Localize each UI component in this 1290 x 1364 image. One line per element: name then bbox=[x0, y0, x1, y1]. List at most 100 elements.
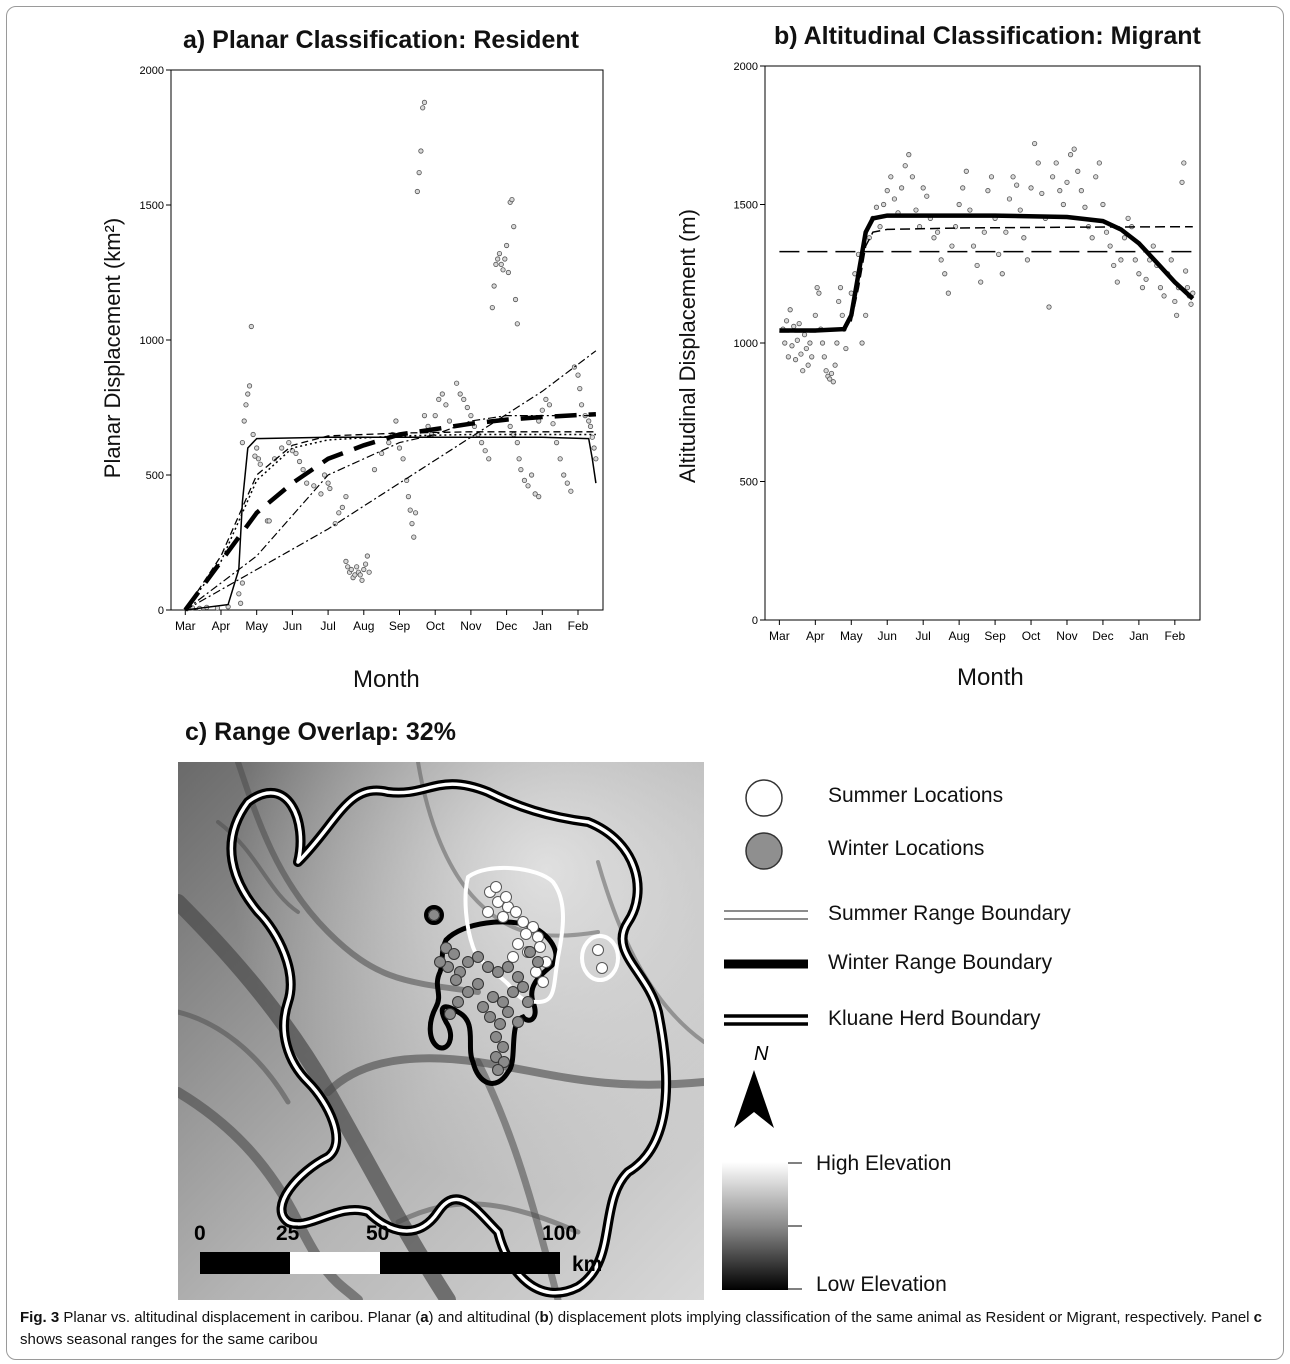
winter-location-point bbox=[492, 966, 504, 978]
data-point bbox=[521, 477, 528, 483]
data-point bbox=[1093, 174, 1099, 180]
data-point bbox=[888, 174, 894, 180]
data-point bbox=[239, 439, 246, 446]
winter-location-point bbox=[444, 1008, 456, 1020]
model-fit-line bbox=[183, 412, 597, 612]
data-point bbox=[518, 466, 524, 473]
summer-location-point bbox=[482, 906, 494, 918]
data-point bbox=[482, 448, 488, 454]
data-point bbox=[532, 491, 538, 497]
model-fit-line bbox=[779, 213, 1195, 333]
data-point bbox=[1125, 215, 1131, 221]
data-point bbox=[1172, 298, 1178, 305]
data-point bbox=[454, 380, 460, 386]
data-point bbox=[814, 285, 820, 291]
summer-range-patch bbox=[580, 934, 620, 982]
panel-c-title: c) Range Overlap: 32% bbox=[185, 718, 456, 746]
data-point bbox=[830, 379, 836, 385]
data-point bbox=[836, 298, 842, 305]
model-fit-line bbox=[184, 415, 596, 611]
x-tick-label: Jan bbox=[1129, 629, 1148, 643]
y-tick-label: 500 bbox=[740, 477, 758, 489]
data-point bbox=[1139, 285, 1146, 291]
data-point bbox=[859, 340, 865, 346]
data-point bbox=[1190, 290, 1196, 296]
data-point bbox=[899, 185, 905, 191]
winter-location-point bbox=[497, 1041, 509, 1053]
data-point bbox=[362, 561, 369, 567]
data-point bbox=[507, 423, 513, 429]
data-point bbox=[1132, 257, 1138, 263]
data-point bbox=[509, 197, 515, 203]
data-point bbox=[963, 168, 969, 174]
winter-location-point bbox=[498, 1056, 510, 1068]
data-point bbox=[1161, 293, 1167, 299]
winter-location-point bbox=[522, 996, 534, 1008]
winter-range-boundary bbox=[427, 919, 559, 1086]
summer-location-point bbox=[507, 951, 519, 963]
summer-location-point bbox=[497, 911, 509, 923]
data-point bbox=[945, 290, 951, 296]
data-point bbox=[920, 185, 926, 191]
data-point bbox=[873, 204, 880, 210]
data-point bbox=[1060, 201, 1066, 208]
data-point bbox=[255, 456, 262, 462]
data-point bbox=[1143, 276, 1149, 282]
data-point bbox=[359, 577, 365, 583]
data-point bbox=[502, 256, 508, 262]
data-point bbox=[839, 312, 845, 318]
data-point bbox=[296, 458, 303, 465]
data-point bbox=[252, 453, 258, 459]
data-point bbox=[1111, 262, 1117, 269]
data-point bbox=[591, 445, 597, 451]
data-point bbox=[496, 251, 503, 257]
data-point bbox=[504, 242, 510, 249]
data-point bbox=[436, 396, 442, 402]
x-tick-label: Nov bbox=[460, 619, 481, 633]
data-point bbox=[543, 396, 549, 402]
data-point bbox=[931, 235, 937, 241]
data-point bbox=[1136, 271, 1142, 277]
winter-location-point bbox=[477, 1001, 489, 1013]
data-point bbox=[796, 321, 802, 327]
data-point bbox=[1100, 201, 1106, 208]
elevation-legend bbox=[722, 1162, 802, 1290]
panel-a-chart: 0 500 1000 1500 2000 Mar Apr May Jun Jul Aug Sep Oct… bbox=[140, 65, 604, 633]
data-point bbox=[1082, 204, 1088, 210]
data-point bbox=[248, 323, 254, 330]
data-point bbox=[279, 445, 285, 451]
data-point bbox=[960, 185, 966, 191]
data-point bbox=[801, 332, 808, 338]
summer-location-point bbox=[592, 944, 604, 956]
data-point bbox=[942, 271, 948, 277]
data-point bbox=[321, 472, 328, 478]
data-point bbox=[539, 407, 545, 413]
data-point bbox=[1050, 174, 1056, 180]
data-point bbox=[500, 267, 506, 273]
winter-location-point bbox=[440, 942, 452, 954]
data-point bbox=[985, 188, 991, 194]
panel-a-x-axis-title: Month bbox=[353, 666, 420, 693]
data-point bbox=[536, 493, 542, 500]
data-point bbox=[379, 450, 385, 456]
data-point bbox=[411, 534, 417, 540]
north-label: N bbox=[754, 1043, 769, 1065]
data-point bbox=[243, 402, 249, 408]
data-point bbox=[457, 391, 463, 397]
data-point bbox=[491, 283, 497, 289]
data-point bbox=[1075, 168, 1081, 174]
summer-location-point bbox=[534, 941, 546, 953]
data-point bbox=[884, 188, 890, 194]
x-tick-label: Mar bbox=[769, 629, 790, 643]
x-tick-label: Apr bbox=[806, 629, 825, 643]
summer-location-point bbox=[510, 906, 522, 918]
data-point bbox=[464, 404, 470, 411]
data-point bbox=[1096, 160, 1102, 166]
winter-location-point bbox=[494, 1018, 506, 1030]
data-point bbox=[393, 418, 399, 424]
data-point bbox=[1157, 285, 1164, 291]
data-point bbox=[1183, 268, 1189, 274]
data-point bbox=[238, 600, 244, 606]
summer-location-point bbox=[517, 916, 529, 928]
x-tick-label: Apr bbox=[212, 619, 231, 633]
